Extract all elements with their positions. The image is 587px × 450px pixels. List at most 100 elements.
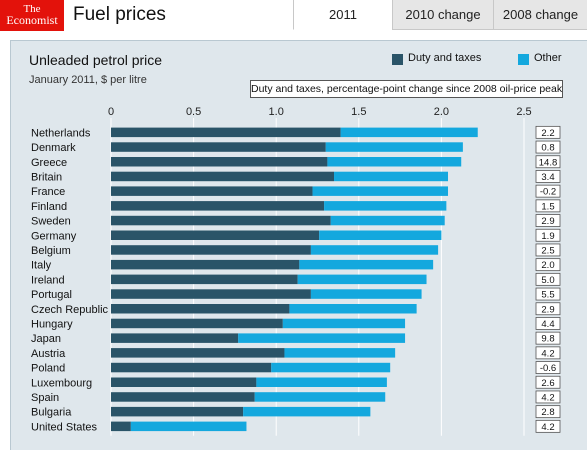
category-label: Czech Republic: [31, 304, 109, 316]
economist-logo[interactable]: The Economist: [0, 0, 64, 31]
annotation-box: [535, 361, 561, 374]
bar-duty-and-taxes: [111, 259, 300, 270]
annotation-value: 3.4: [541, 172, 554, 183]
category-label: France: [31, 186, 65, 198]
bar-duty-and-taxes: [111, 318, 283, 329]
annotation-box: [535, 419, 561, 433]
category-label: Luxembourg: [31, 377, 92, 389]
bar-other: [325, 142, 463, 152]
legend-label-duty: Duty and taxes: [408, 52, 482, 64]
bar-other: [330, 215, 445, 226]
annotation-box: [535, 243, 561, 257]
bar-duty-and-taxes: [111, 245, 311, 255]
annotation-box: [535, 390, 561, 404]
annotation-box: [535, 258, 561, 272]
bar-duty-and-taxes: [111, 171, 335, 182]
x-tick-label: 0.5: [186, 106, 201, 118]
legend-swatch-duty: [392, 54, 403, 65]
annotation-box: [535, 125, 561, 139]
bar-other: [299, 259, 434, 270]
bar-duty-and-taxes: [111, 333, 239, 343]
x-tick-label: 0: [108, 106, 114, 118]
bar-other: [324, 201, 447, 211]
category-label: Ireland: [31, 274, 65, 286]
annotation-box: [535, 272, 561, 286]
category-label: Sweden: [31, 216, 71, 228]
annotation-box: [535, 346, 561, 360]
annotation-value: 1.9: [541, 231, 554, 242]
category-label: Germany: [31, 230, 77, 242]
annotation-box: [535, 302, 561, 316]
logo-line-1: The: [23, 3, 41, 15]
bar-other: [327, 157, 462, 167]
bar-other: [254, 392, 386, 402]
category-label: Austria: [31, 348, 66, 360]
tab-2008-change[interactable]: 2008 change: [493, 0, 587, 30]
bar-duty-and-taxes: [111, 362, 272, 373]
legend-label-other: Other: [534, 52, 562, 64]
category-label: Portugal: [31, 289, 72, 301]
bar-duty-and-taxes: [111, 348, 285, 358]
x-tick-label: 2.5: [516, 106, 531, 118]
annotation-box: [535, 170, 561, 183]
bar-duty-and-taxes: [111, 157, 328, 167]
annotation-value: 14.8: [539, 157, 558, 168]
bar-other: [289, 304, 417, 314]
annotation-value: 5.5: [541, 290, 554, 301]
annotation-value: 4.2: [541, 392, 554, 403]
category-label: Finland: [31, 201, 67, 213]
bar-duty-and-taxes: [111, 142, 326, 152]
annotation-value: 2.0: [541, 260, 554, 271]
annotation-box: [535, 287, 561, 301]
category-label: Hungary: [31, 318, 73, 330]
category-label: United States: [31, 421, 98, 433]
bar-duty-and-taxes: [111, 274, 298, 285]
bar-other: [297, 274, 427, 285]
bar-duty-and-taxes: [111, 215, 331, 226]
annotation-box: [535, 184, 561, 198]
category-label: Denmark: [31, 142, 76, 154]
bar-other: [130, 421, 247, 432]
bar-duty-and-taxes: [111, 304, 290, 314]
bar-other: [310, 245, 439, 255]
bar-duty-and-taxes: [111, 289, 311, 299]
tab-2010-change[interactable]: 2010 change: [392, 0, 493, 30]
annotation-value: 5.0: [541, 275, 554, 286]
category-label: Bulgaria: [31, 407, 72, 419]
annotation-value: 2.9: [541, 216, 554, 227]
annotation-value: 0.8: [541, 143, 554, 154]
bar-other: [238, 333, 406, 343]
page-title: Fuel prices: [73, 4, 166, 25]
annotation-value: 4.4: [541, 319, 554, 330]
bar-other: [256, 377, 387, 387]
bar-other: [319, 230, 442, 240]
category-label: Poland: [31, 363, 65, 375]
bar-other: [334, 171, 449, 182]
annotation-box: [535, 228, 561, 242]
annotation-value: 4.2: [541, 422, 554, 433]
bar-duty-and-taxes: [111, 392, 255, 402]
bar-duty-and-taxes: [111, 406, 244, 417]
bar-duty-and-taxes: [111, 230, 320, 240]
bar-other: [282, 318, 406, 329]
annotation-value: 2.9: [541, 304, 554, 315]
bar-duty-and-taxes: [111, 377, 257, 387]
bar-other: [340, 127, 478, 138]
legend-swatch-other: [518, 54, 529, 65]
tab-2011[interactable]: 2011: [293, 0, 392, 30]
x-tick-label: 1.0: [269, 106, 284, 118]
annotation-box: [535, 375, 561, 389]
annotation-value: -0.2: [540, 187, 556, 198]
x-tick-label: 1.5: [351, 106, 366, 118]
annotation-box: [535, 214, 561, 227]
top-bar: The Economist Fuel prices 2011 2010 chan…: [0, 0, 587, 31]
bar-duty-and-taxes: [111, 421, 131, 432]
chart-subtitle: January 2011, $ per litre: [29, 74, 147, 86]
category-label: Italy: [31, 260, 52, 272]
category-label: Belgium: [31, 245, 71, 257]
category-label: Japan: [31, 333, 61, 345]
category-label: Britain: [31, 171, 62, 183]
annotation-box: [535, 199, 561, 213]
x-tick-label: 2.0: [434, 106, 449, 118]
